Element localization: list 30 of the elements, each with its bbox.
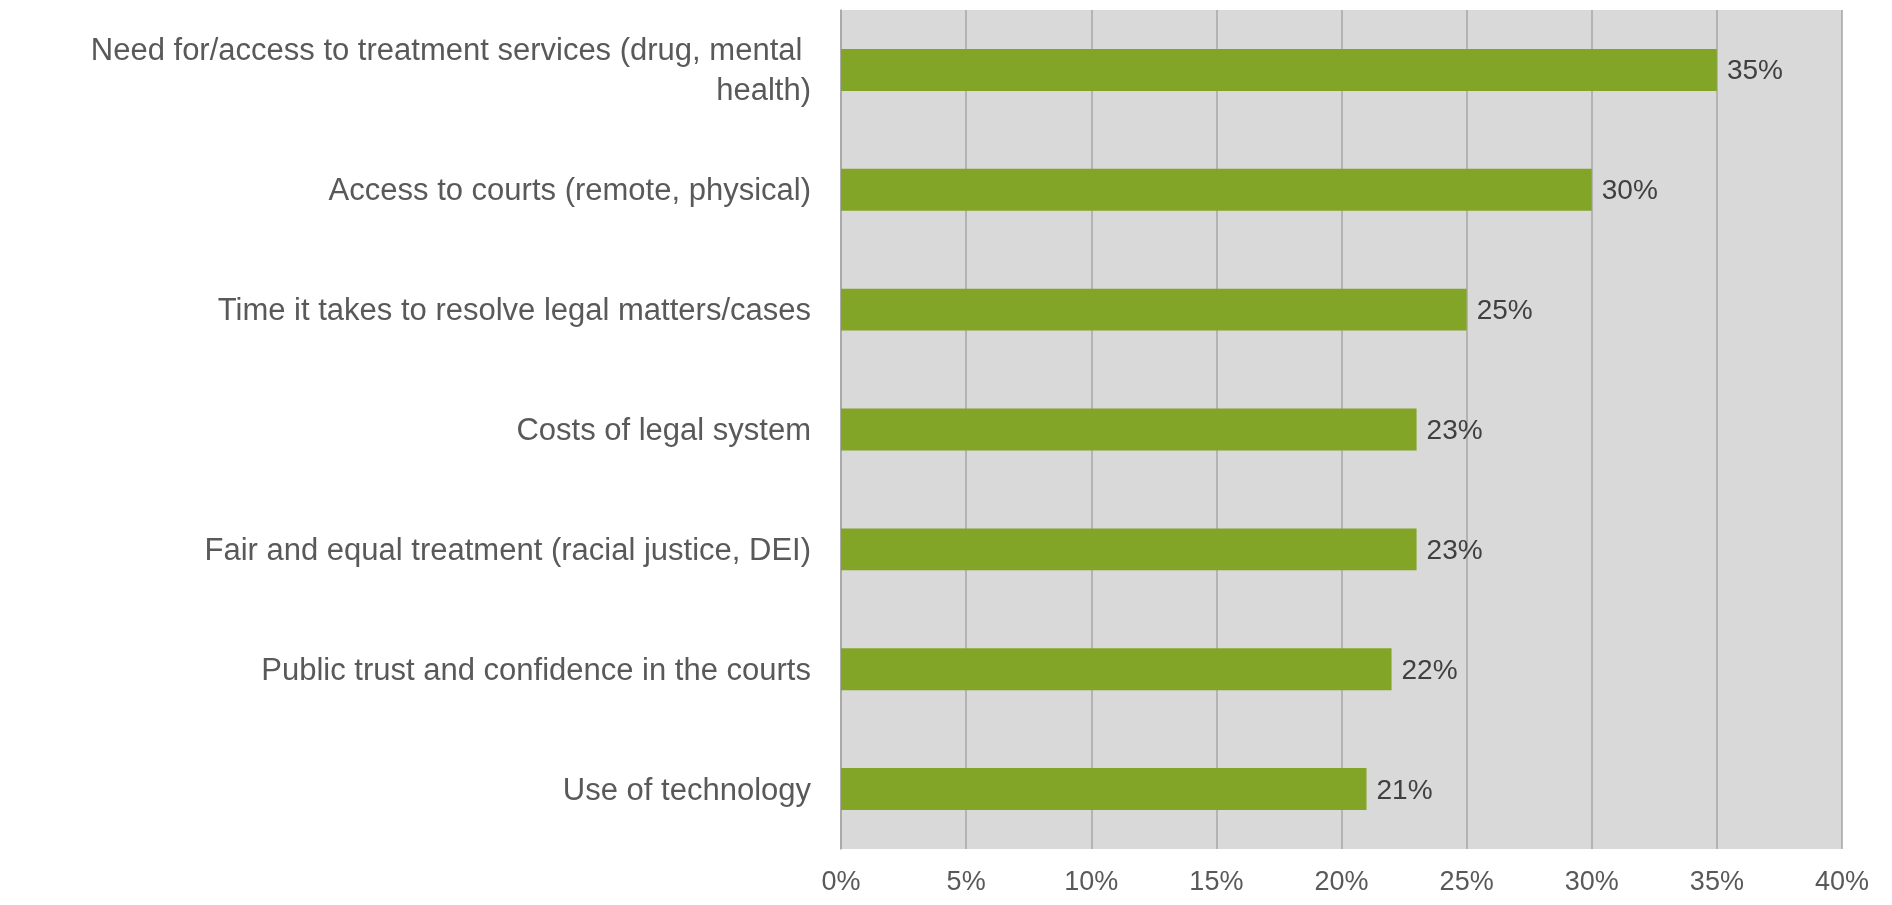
data-label: 23% [1426,414,1483,445]
data-label: 35% [1726,54,1783,86]
x-tick-label: 35% [1689,865,1744,896]
y-tick-label: Costs of legal system [516,412,811,447]
x-tick-label: 30% [1564,865,1619,896]
y-tick-label: Access to courts (remote, physical) [328,172,811,208]
y-tick-label: Need for/access to treatment services (drug, mental health) [90,32,811,108]
data-label: 22% [1401,653,1458,685]
bar [841,408,1417,451]
x-tick-label: 10% [1064,865,1119,896]
y-tick-label: Public trust and confidence in the courts [261,651,811,687]
y-tick-label: Fair and equal treatment (racial justice, DEI) [204,531,811,567]
data-label: 25% [1476,294,1533,326]
data-label: 23% [1426,533,1483,565]
x-tick-label: 25% [1439,865,1494,896]
data-label: 30% [1601,174,1658,206]
x-tick-label: 0% [821,865,861,896]
x-tick-label: 20% [1314,865,1369,896]
bar [841,48,1717,91]
x-tick-label: 15% [1189,865,1244,896]
bar [841,768,1367,811]
bar [841,288,1467,331]
x-tick-label: 40% [1814,865,1870,896]
y-tick-label: Time it takes to resolve legal matters/cases [217,292,811,328]
bar [841,648,1392,691]
y-tick-label: Use of technology [562,771,812,807]
bar [841,168,1592,211]
x-tick-label: 5% [946,865,986,896]
data-label: 21% [1376,773,1433,805]
bar [841,528,1417,571]
